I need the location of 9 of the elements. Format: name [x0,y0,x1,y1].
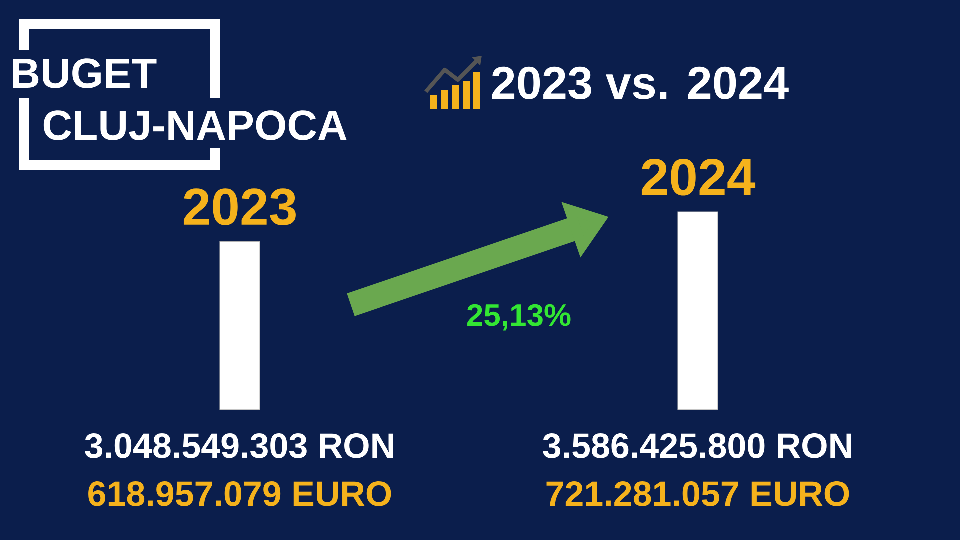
chart-subtitle: 2023 vs. 2024 [492,66,789,100]
data-label: 3.586.425.800 RON [543,434,852,458]
text: 721.281.057 EURO [546,482,850,506]
annotation: 25,13% [468,304,571,331]
data-label: 3.048.549.303 RON [85,434,394,458]
text: 618.957.079 EURO [88,482,392,506]
x-tick-label: 2024 [642,158,756,196]
chart-title: BUGET CLUJ-NAPOCA [13,58,347,140]
x-tick-label: 2023 [184,188,296,226]
